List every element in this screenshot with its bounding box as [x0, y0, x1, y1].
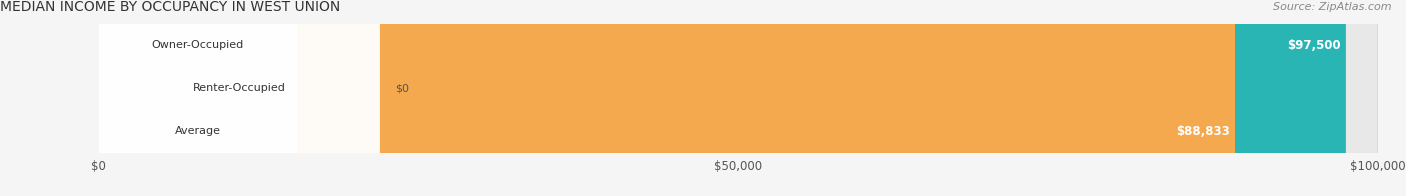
Text: $97,500: $97,500 [1286, 39, 1341, 52]
Text: $88,833: $88,833 [1177, 125, 1230, 138]
FancyBboxPatch shape [98, 0, 297, 196]
Text: MEDIAN INCOME BY OCCUPANCY IN WEST UNION: MEDIAN INCOME BY OCCUPANCY IN WEST UNION [0, 0, 340, 14]
FancyBboxPatch shape [98, 0, 1234, 196]
Text: Owner-Occupied: Owner-Occupied [152, 40, 243, 50]
Text: $0: $0 [395, 83, 409, 93]
FancyBboxPatch shape [98, 0, 1378, 196]
Text: Average: Average [174, 126, 221, 136]
FancyBboxPatch shape [98, 0, 380, 196]
FancyBboxPatch shape [98, 0, 297, 196]
FancyBboxPatch shape [98, 0, 1346, 196]
FancyBboxPatch shape [98, 0, 1378, 196]
Text: Renter-Occupied: Renter-Occupied [193, 83, 285, 93]
FancyBboxPatch shape [98, 0, 1378, 196]
Text: Source: ZipAtlas.com: Source: ZipAtlas.com [1274, 2, 1392, 12]
